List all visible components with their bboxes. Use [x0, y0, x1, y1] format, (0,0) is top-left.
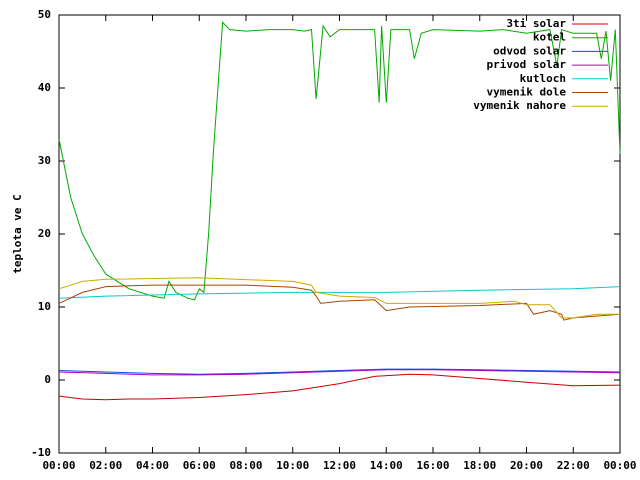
- x-tick-label: 14:00: [370, 459, 403, 472]
- y-tick-label: 40: [38, 81, 51, 94]
- legend-label: privod solar: [487, 58, 567, 71]
- series-line: [58, 369, 621, 376]
- legend-label: vymenik nahore: [473, 99, 566, 112]
- legend-label: 3ti solar: [506, 17, 566, 30]
- x-tick-label: 02:00: [89, 459, 122, 472]
- x-tick-label: 04:00: [136, 459, 169, 472]
- x-tick-label: 22:00: [557, 459, 590, 472]
- x-tick-label: 20:00: [510, 459, 543, 472]
- y-tick-label: 0: [44, 373, 51, 386]
- legend-label: kutloch: [520, 72, 566, 85]
- y-tick-label: 20: [38, 227, 51, 240]
- series-line: [58, 368, 621, 375]
- x-tick-label: 06:00: [183, 459, 216, 472]
- x-tick-label: 00:00: [603, 459, 636, 472]
- series-line: [58, 277, 620, 319]
- x-tick-label: 10:00: [276, 459, 309, 472]
- y-tick-label: 30: [38, 154, 51, 167]
- y-tick-label: -10: [31, 446, 51, 459]
- x-tick-label: 08:00: [229, 459, 262, 472]
- y-tick-label: 10: [38, 300, 51, 313]
- legend-label: vymenik dole: [487, 86, 567, 99]
- y-tick-label: 50: [38, 8, 51, 21]
- legend-label: odvod solar: [493, 44, 566, 57]
- x-tick-label: 12:00: [323, 459, 356, 472]
- series-line: [58, 286, 621, 299]
- x-tick-label: 00:00: [42, 459, 75, 472]
- series-line: [58, 284, 621, 321]
- x-tick-label: 18:00: [463, 459, 496, 472]
- x-tick-label: 16:00: [416, 459, 449, 472]
- legend-label: kotel: [533, 31, 566, 44]
- series-line: [58, 373, 621, 401]
- y-axis-label: teplota ve C: [11, 194, 24, 273]
